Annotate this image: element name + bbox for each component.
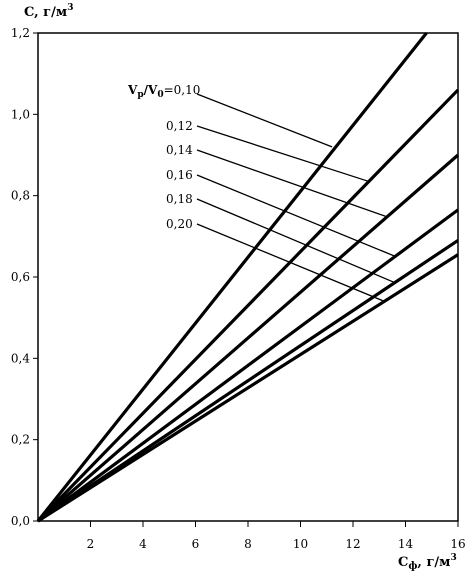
series-line-2 <box>36 153 460 523</box>
series-labels: Vp/V0=0,10 0,12 0,14 0,16 0,18 0,20 <box>127 83 396 303</box>
plot-frame <box>37 32 459 522</box>
y-tick-label: 0,8 <box>11 189 30 203</box>
series-line-5 <box>37 253 459 523</box>
x-tick-label: 12 <box>345 537 360 551</box>
axes <box>37 32 459 522</box>
x-tick-label: 4 <box>139 537 147 551</box>
x-tick-label: 8 <box>244 537 252 551</box>
x-axis-title: Cф, г/м3 <box>398 553 457 572</box>
series-leader-line <box>196 149 388 218</box>
series-leader-line <box>196 198 396 284</box>
series-leader-line <box>196 93 333 148</box>
series-leader-line <box>196 174 396 257</box>
y-tick-label: 0,2 <box>11 433 30 447</box>
series-line-3 <box>37 208 459 523</box>
x-tick-label: 6 <box>192 537 200 551</box>
series-label: 0,16 <box>166 168 193 182</box>
series-label: 0,20 <box>166 217 193 231</box>
series-lines <box>36 32 460 523</box>
x-tick-label: 10 <box>293 537 308 551</box>
y-tick-label: 1,0 <box>11 107 30 121</box>
series-line-4 <box>37 239 459 523</box>
series-line-1 <box>36 88 460 523</box>
series-label: 0,12 <box>166 119 193 133</box>
series-line-0 <box>36 32 428 522</box>
x-tick-label: 16 <box>450 537 465 551</box>
y-tick-label: 0,0 <box>11 514 30 528</box>
y-tick-label: 1,2 <box>11 26 30 40</box>
y-tick-label: 0,4 <box>11 351 30 365</box>
series-label: 0,14 <box>166 143 193 157</box>
ticks: 2 4 6 8 10 12 14 16 0,0 0,2 0,4 0,6 0,8 1,0 1,2 <box>11 26 466 551</box>
x-tick-label: 2 <box>87 537 95 551</box>
series-label: Vp/V0=0,10 <box>127 83 200 100</box>
y-axis-title: C, г/м3 <box>24 3 73 20</box>
series-leader-line <box>196 223 385 303</box>
x-tick-label: 14 <box>398 537 414 551</box>
series-leader-line <box>196 125 369 183</box>
y-tick-label: 0,6 <box>11 270 30 284</box>
series-label: 0,18 <box>166 192 193 206</box>
